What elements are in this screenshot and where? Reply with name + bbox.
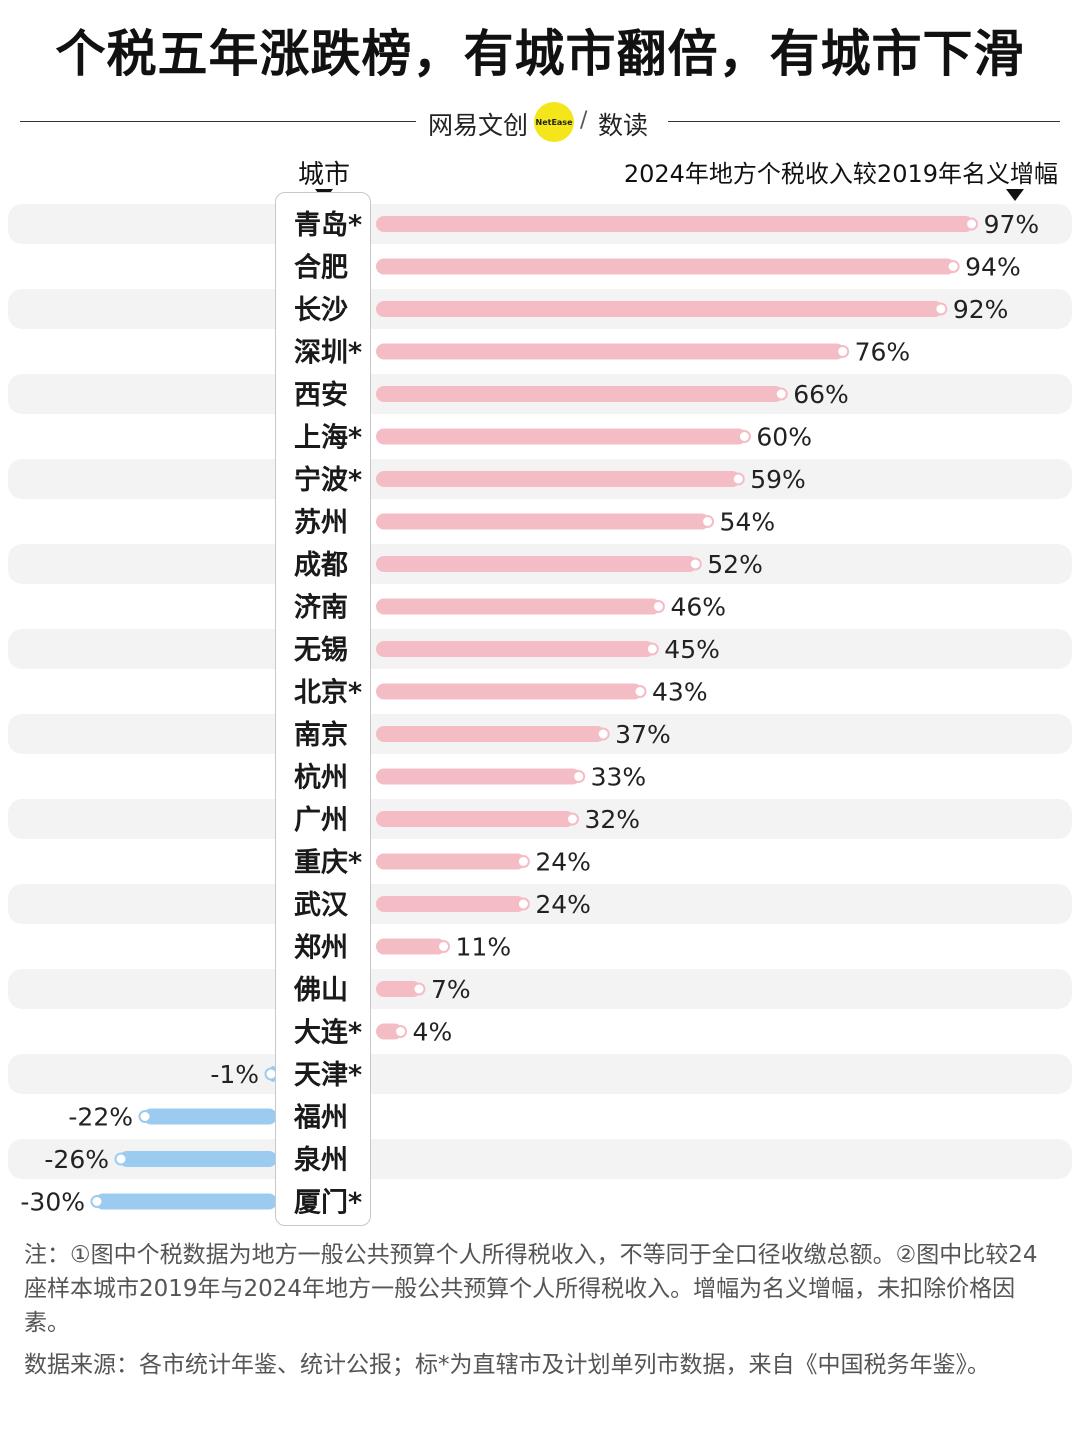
data-label: 11%	[456, 933, 512, 962]
bar-end-marker	[565, 812, 579, 826]
bar-end-marker	[701, 515, 715, 528]
bar	[376, 938, 446, 955]
bar-end-marker	[596, 727, 610, 741]
bar-end-marker	[114, 1152, 128, 1166]
data-label: 52%	[707, 550, 763, 579]
bar	[376, 726, 606, 742]
bar-end-marker	[516, 855, 530, 868]
data-label: -22%	[68, 1103, 133, 1132]
footnotes: 注：①图中个税数据为地方一般公共预算个人所得税收入，不等同于全口径收缴总额。②图…	[24, 1238, 1060, 1382]
data-label: 60%	[756, 423, 812, 452]
data-label: -1%	[210, 1060, 259, 1089]
bar-end-marker	[138, 1110, 152, 1123]
row-band	[8, 969, 1072, 1009]
brand-sub: 数读	[598, 111, 649, 140]
data-label: 59%	[750, 465, 806, 494]
bar-end-marker	[737, 430, 751, 443]
divider-right	[668, 121, 1060, 122]
bar	[376, 641, 655, 657]
bar	[376, 513, 710, 530]
bar	[143, 1108, 277, 1125]
bar	[376, 896, 526, 912]
bar	[376, 853, 526, 870]
source-text: 数据来源：各市统计年鉴、统计公报；标*为直辖市及计划单列市数据，来自《中国税务年…	[24, 1352, 990, 1378]
bar	[376, 301, 943, 317]
divider-left	[20, 121, 416, 122]
data-label: -30%	[20, 1188, 85, 1217]
bar	[376, 428, 747, 445]
bar-end-marker	[836, 345, 850, 358]
bar	[95, 1193, 277, 1210]
bar	[376, 216, 974, 232]
bar	[376, 598, 661, 615]
bar-end-marker	[633, 685, 647, 698]
bar-end-marker	[946, 260, 960, 273]
bar-end-marker	[688, 557, 702, 571]
city-list-box	[275, 192, 371, 1226]
brand-logo: 网易文创 NetEase / 数读	[428, 102, 660, 142]
bar-end-marker	[572, 770, 586, 783]
row-band	[8, 884, 1072, 924]
bar-end-marker	[412, 982, 426, 996]
bar-end-marker	[437, 940, 451, 953]
data-label: 94%	[965, 253, 1021, 282]
brand-dot-icon: NetEase	[534, 102, 574, 142]
bar-end-marker	[651, 600, 665, 613]
bar	[376, 683, 643, 700]
bar	[376, 811, 575, 827]
data-label: 92%	[953, 295, 1009, 324]
data-label: 33%	[591, 763, 647, 792]
note-text: 注：①图中个税数据为地方一般公共预算个人所得税收入，不等同于全口径收缴总额。②图…	[24, 1242, 1038, 1336]
data-label: 43%	[652, 678, 708, 707]
bar-end-marker	[965, 217, 979, 231]
data-label: 66%	[793, 380, 849, 409]
bar	[376, 768, 581, 785]
row-band	[8, 1054, 1072, 1094]
bar-end-marker	[645, 642, 659, 656]
bar	[376, 471, 741, 487]
bar-end-marker	[934, 302, 948, 316]
bar	[376, 343, 845, 360]
data-label: 46%	[670, 593, 726, 622]
metric-header-arrow-icon	[1006, 189, 1024, 201]
data-label: 76%	[855, 338, 911, 367]
bar	[376, 981, 421, 997]
bar-end-marker	[516, 897, 530, 911]
data-label: 37%	[615, 720, 671, 749]
bar-end-marker	[394, 1025, 408, 1038]
data-label: 32%	[584, 805, 640, 834]
data-label: 24%	[535, 848, 591, 877]
brand-name: 网易文创	[428, 111, 529, 140]
city-column-header: 城市	[297, 160, 350, 190]
data-label: 45%	[664, 635, 720, 664]
data-label: 54%	[720, 508, 776, 537]
bar	[119, 1151, 277, 1167]
bar	[376, 386, 784, 402]
metric-column-header: 2024年地方个税收入较2019年名义增幅	[623, 160, 1058, 188]
bar	[376, 556, 698, 572]
data-label: 24%	[535, 890, 591, 919]
data-label: 4%	[413, 1018, 453, 1047]
bar	[376, 258, 956, 275]
data-label: 7%	[431, 975, 471, 1004]
bar-end-marker	[774, 387, 788, 401]
brand-slash: /	[580, 108, 588, 133]
data-label: 97%	[984, 210, 1040, 239]
bar-end-marker	[731, 472, 745, 486]
page-title: 个税五年涨跌榜，有城市翻倍，有城市下滑	[55, 25, 1025, 83]
data-label: -26%	[44, 1145, 109, 1174]
row-band	[8, 1139, 1072, 1179]
bar-end-marker	[90, 1195, 104, 1208]
